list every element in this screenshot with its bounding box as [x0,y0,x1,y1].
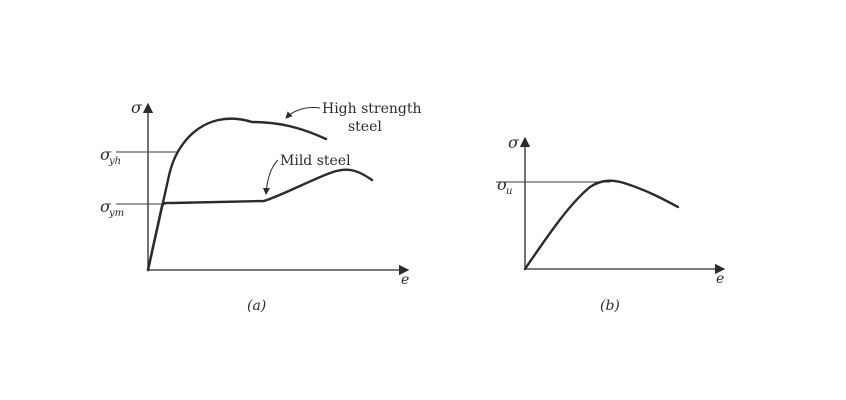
panel-a-caption: (a) [247,298,266,314]
yield-mild-symbol: σ [100,197,112,216]
panel-a-y-axis-symbol: σ [131,98,143,117]
panel-b: σ e σ u (b) [496,133,726,314]
mild-steel-label: Mild steel [280,153,351,169]
panel-b-y-axis-symbol: σ [508,133,520,152]
panel-b-caption: (b) [600,298,620,314]
high-strength-label-line1: High strength [322,101,422,117]
high-strength-steel-curve [146,117,328,272]
ultimate-strength-curve [523,179,680,271]
panel-b-x-axis-symbol: e [716,271,724,287]
ultimate-label: σ u [497,175,512,197]
yield-high-symbol: σ [100,145,112,164]
high-strength-label-line2: steel [348,119,382,135]
ultimate-subscript: u [506,186,512,197]
high-strength-leader [285,107,321,119]
panel-a: σ e σ yh σ ym High strength steel Mild s… [100,98,422,314]
yield-high-subscript: yh [108,156,121,167]
ultimate-symbol: σ [497,175,509,194]
panel-a-x-axis-symbol: e [401,272,409,288]
yield-high-label: σ yh [100,145,121,167]
yield-mild-subscript: ym [108,208,124,219]
yield-mild-label: σ ym [100,197,124,219]
mild-steel-curve [146,168,374,272]
mild-steel-leader [262,159,279,195]
